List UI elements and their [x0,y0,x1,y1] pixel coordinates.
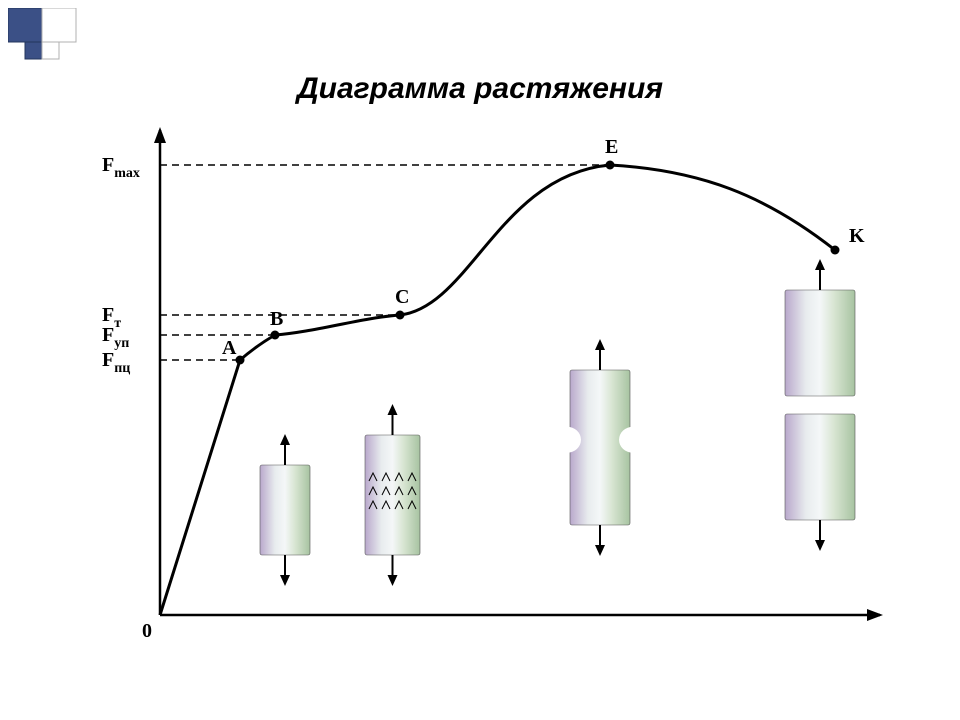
stress-strain-diagram: 0FmaxFтFупFпцABCEK [70,115,890,655]
specimen-s1 [260,434,310,586]
point-label-C: C [395,286,409,308]
origin-label: 0 [142,620,152,642]
y-label-Fpc: Fпц [102,349,130,376]
y-axis-arrow [154,127,166,143]
decorative-squares [8,8,88,68]
point-K [831,246,840,255]
page-title: Диаграмма растяжения [0,72,960,106]
specimen-s2 [365,404,420,586]
y-label-Fmax: Fmax [102,154,140,181]
point-label-B: B [270,308,283,330]
point-A [236,356,245,365]
specimen-s3 [553,339,647,556]
specimen-s4 [785,259,855,551]
x-axis-arrow [867,609,883,621]
point-label-A: A [222,337,237,359]
point-E [606,161,615,170]
point-C [396,311,405,320]
point-label-E: E [605,136,618,158]
point-B [271,331,280,340]
point-label-K: K [849,225,865,247]
